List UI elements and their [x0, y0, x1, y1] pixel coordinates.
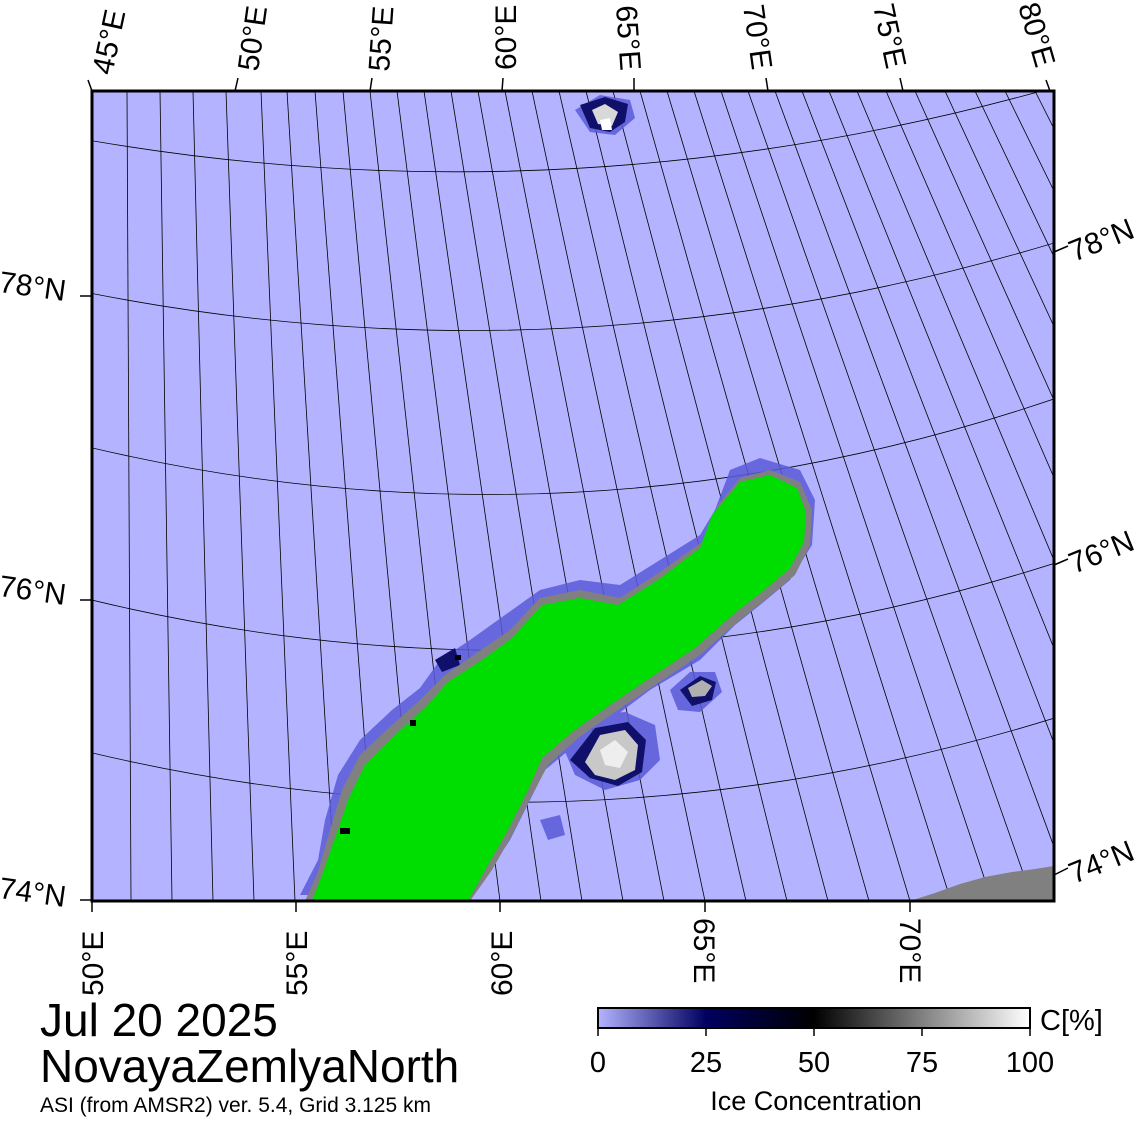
lon-label-bottom: 50°E — [77, 931, 110, 996]
colorbar-tick-label: 0 — [590, 1047, 606, 1079]
novaya-zemlya-land — [312, 475, 806, 901]
colorbar-gradient — [597, 1007, 1031, 1029]
colorbar-title: Ice Concentration — [710, 1086, 922, 1116]
open-water-background — [92, 91, 1054, 901]
colorbar: 0 25 50 75 100 C[%] — [590, 1005, 1103, 1079]
lon-label-top: 65°E — [609, 4, 646, 72]
coastline-dark-pixels — [340, 655, 461, 834]
lon-label-top: 80°E — [1011, 0, 1061, 71]
region-name: NovayaZemlyaNorth — [40, 1040, 460, 1092]
lat-label-left: 76°N — [0, 570, 68, 612]
right-latitude-labels: 78°N 76°N 74°N — [1064, 213, 1139, 891]
map-date: Jul 20 2025 — [40, 994, 278, 1046]
colorbar-tick-label: 75 — [906, 1047, 938, 1079]
lon-label-bottom: 65°E — [687, 918, 720, 983]
lat-label-right: 78°N — [1064, 213, 1139, 269]
lat-label-right: 74°N — [1064, 835, 1139, 891]
lat-label-left: 78°N — [0, 266, 68, 308]
left-latitude-labels: 78°N 76°N 74°N — [0, 266, 68, 914]
lon-label-bottom: 55°E — [281, 931, 314, 996]
lat-label-left: 74°N — [0, 872, 68, 914]
colorbar-unit-label: C[%] — [1040, 1005, 1103, 1037]
lon-label-top: 55°E — [363, 5, 400, 73]
lon-label-top: 70°E — [736, 2, 778, 71]
top-longitude-labels: 45°E 50°E 55°E 60°E 65°E 70°E 75°E 80°E — [87, 0, 1061, 77]
tick-marks — [80, 77, 1069, 912]
lon-label-top: 50°E — [232, 4, 274, 73]
lon-label-top: 60°E — [490, 5, 523, 70]
data-source: ASI (from AMSR2) ver. 5.4, Grid 3.125 km — [40, 1094, 431, 1117]
colorbar-tick-label: 100 — [1006, 1047, 1054, 1079]
lon-label-bottom: 70°E — [893, 918, 926, 983]
lon-label-top: 45°E — [87, 7, 133, 78]
colorbar-tick-label: 50 — [798, 1047, 830, 1079]
lon-label-top: 75°E — [866, 1, 912, 72]
colorbar-tick-label: 25 — [690, 1047, 722, 1079]
high-concentration-ice-patches — [585, 104, 712, 780]
land-gray-corner — [910, 866, 1054, 901]
bottom-longitude-labels: 50°E 55°E 60°E 65°E 70°E — [77, 918, 926, 996]
lon-label-bottom: 60°E — [486, 931, 519, 996]
map-frame — [90, 89, 1056, 903]
lat-label-right: 76°N — [1064, 525, 1139, 581]
